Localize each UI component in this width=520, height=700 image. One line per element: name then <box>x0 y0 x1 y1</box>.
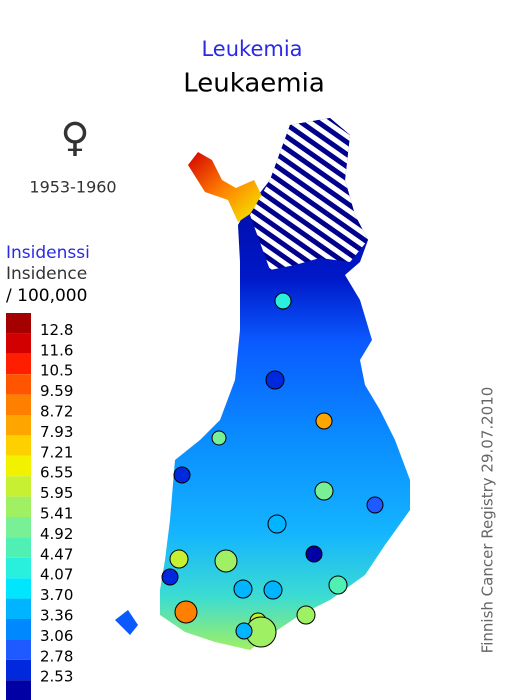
title-local: Leukemia <box>201 37 302 61</box>
legend-label: 10.5 <box>40 362 73 380</box>
legend-swatch <box>6 496 31 517</box>
legend-label: 12.8 <box>40 321 73 339</box>
legend-swatch <box>6 374 31 395</box>
legend-swatch <box>6 537 31 558</box>
legend-swatch <box>6 353 31 375</box>
legend-swatch <box>6 619 31 640</box>
sex-symbol: ♀ <box>60 115 89 161</box>
legend-label: 4.07 <box>40 566 73 584</box>
legend-swatch <box>6 557 31 579</box>
legend-label: 7.21 <box>40 443 73 461</box>
north-west-arm <box>188 152 262 222</box>
legend-label: 6.55 <box>40 464 73 482</box>
aland <box>115 610 138 635</box>
legend-swatch <box>6 517 31 538</box>
legend-swatch <box>6 639 31 660</box>
title: Leukaemia <box>183 69 325 99</box>
legend-label: 3.70 <box>40 586 73 604</box>
legend: 12.8 11.6 10.5 9.59 8.72 7.93 7.21 6.55 5.95 5.41… <box>6 313 73 700</box>
legend-swatch <box>6 415 31 436</box>
map <box>115 118 410 650</box>
legend-title-local: Insidenssi <box>6 243 90 263</box>
legend-swatch <box>6 476 31 497</box>
legend-label: 4.47 <box>40 545 73 563</box>
legend-swatch <box>6 680 31 700</box>
legend-label: 7.93 <box>40 423 73 441</box>
municipality-circles <box>161 292 384 648</box>
legend-swatch <box>6 659 31 681</box>
legend-label: 8.72 <box>40 403 73 421</box>
legend-label: 3.36 <box>40 607 73 625</box>
legend-label: 9.59 <box>40 382 73 400</box>
legend-swatch <box>6 598 31 619</box>
legend-label: 3.06 <box>40 627 73 645</box>
legend-swatch <box>6 333 31 354</box>
legend-label: 5.95 <box>40 484 73 502</box>
legend-label: 2.53 <box>40 668 73 686</box>
legend-title: Insidence <box>6 264 87 284</box>
period: 1953-1960 <box>29 178 116 197</box>
legend-unit: / 100,000 <box>6 286 87 306</box>
legend-swatch <box>6 578 31 599</box>
legend-swatch <box>6 455 31 477</box>
legend-label: 5.41 <box>40 505 73 523</box>
legend-label: 4.92 <box>40 525 73 543</box>
hatched-area <box>250 118 368 270</box>
legend-label: 2.78 <box>40 647 73 665</box>
legend-swatch <box>6 435 31 456</box>
legend-swatch <box>6 394 31 415</box>
source: Finnish Cancer Registry 29.07.2010 <box>479 387 497 654</box>
legend-swatch <box>6 313 31 334</box>
legend-label: 11.6 <box>40 341 73 359</box>
